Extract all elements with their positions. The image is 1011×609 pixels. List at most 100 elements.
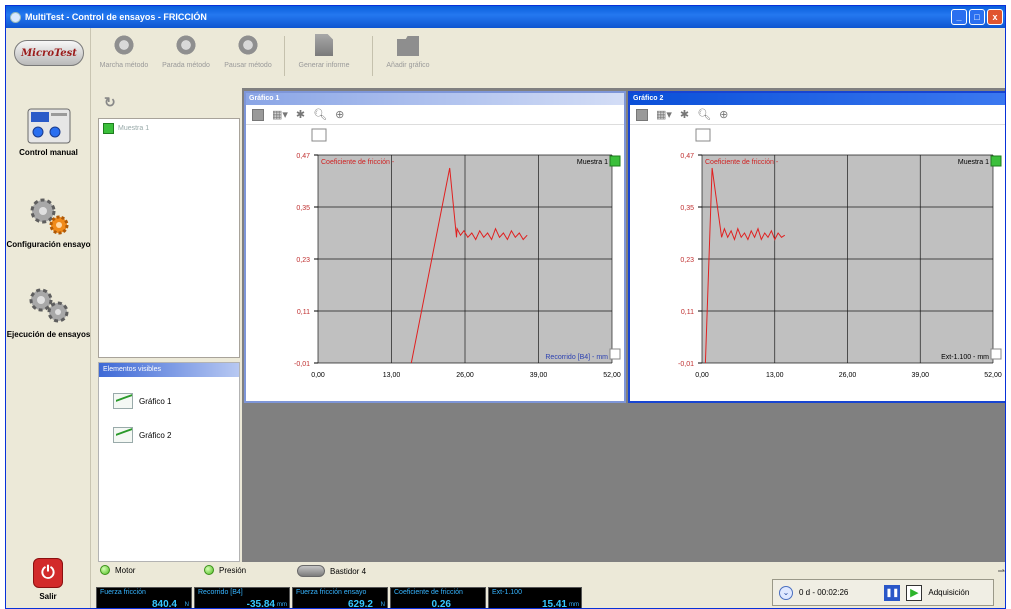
add-chart-button[interactable]: Añadir gráfico <box>380 34 436 69</box>
refresh-icon[interactable]: ↻ <box>104 94 116 110</box>
zoom-in-icon[interactable]: ⊕ <box>335 109 345 121</box>
axis-icon <box>990 348 1002 360</box>
main-toolbar: Marcha método Parada método Pausar métod… <box>92 28 1005 86</box>
legend-entry: Muestra 1 <box>577 159 608 166</box>
square-icon[interactable] <box>252 108 264 121</box>
gear-icon <box>175 34 197 56</box>
x-tick-label: 52,00 <box>984 372 1002 379</box>
grid-icon[interactable]: ▦▾ <box>272 109 288 121</box>
y-tick-label: 0,35 <box>680 205 694 212</box>
power-icon: ⏻ <box>33 558 63 588</box>
y-tick-label: -0,01 <box>294 361 310 368</box>
chart-icon <box>113 393 133 409</box>
minimize-button[interactable]: _ <box>951 9 967 25</box>
x-axis-label: Recorrido [B4] - mm <box>545 354 608 361</box>
x-tick-label: 39,00 <box>911 372 929 379</box>
zoom-in-icon[interactable]: ⊕ <box>719 109 729 121</box>
sample-color-swatch <box>103 123 114 134</box>
pin-icon[interactable]: ⇀ <box>997 566 1005 576</box>
exit-label: Salir <box>39 592 57 601</box>
maximize-button[interactable]: □ <box>969 9 985 25</box>
y-tick-label: 0,23 <box>296 257 310 264</box>
frame-label: Bastidor 4 <box>330 566 367 576</box>
chart-title: Coeficiente de fricción - <box>321 159 395 166</box>
chevron-down-icon[interactable]: ⌄ <box>779 585 793 600</box>
visible-item-label: Gráfico 1 <box>139 396 172 406</box>
series-line <box>704 167 786 364</box>
square-icon[interactable] <box>636 108 648 121</box>
start-method-button[interactable]: Marcha método <box>96 34 152 69</box>
acquisition-timer: ⌄ 0 d - 00:02:26 ❚❚ ▶ Adquisición <box>772 579 994 606</box>
stop-method-label: Parada método <box>162 62 210 69</box>
chart-window-1[interactable]: Gráfico 1 ▦▾ ✱ 🔍︎ ⊕ 0,00 13,00 26,00 39,00 5… <box>244 91 626 403</box>
pause-icon[interactable]: ❚❚ <box>884 584 901 601</box>
title-bar: MultiTest - Control de ensayos - FRICCIÓ… <box>6 6 1005 28</box>
pause-method-label: Pausar método <box>224 62 272 69</box>
zoom-icon[interactable]: 🔍︎ <box>697 109 712 121</box>
chart-icon <box>113 427 133 443</box>
x-tick-label: 0,00 <box>311 372 325 379</box>
pressure-indicator: Presión <box>204 565 246 575</box>
readout-extensometer: Ext-1.100 15.41 mm <box>488 587 582 608</box>
exit-button[interactable]: ⏻ Salir <box>30 558 66 601</box>
zoom-icon[interactable]: 🔍︎ <box>313 109 328 121</box>
x-tick-label: 0,00 <box>695 372 709 379</box>
x-tick-label: 13,00 <box>383 372 401 379</box>
chart-plot-2[interactable]: 0,00 13,00 26,00 39,00 52,00 0,47 0,35 0,23 0,11… <box>630 125 1005 401</box>
sample-list: Muestra 1 <box>98 118 240 358</box>
readout-test-friction-force: Fuerza fricción ensayo 629.2 N <box>292 587 388 608</box>
left-nav: MicroTest Control manual Configuración e… <box>6 28 91 608</box>
legend-swatch <box>990 155 1002 167</box>
chart-toolbar: ▦▾ ✱ 🔍︎ ⊕ <box>630 105 1005 125</box>
chart-workspace: Gráfico 1 ▦▾ ✱ 🔍︎ ⊕ 0,00 13,00 26,00 39,00 5… <box>242 88 1005 562</box>
y-tick-label: 0,11 <box>297 309 310 316</box>
report-icon <box>315 34 333 56</box>
frame-selector[interactable]: Bastidor 4 <box>297 565 366 577</box>
app-icon <box>10 11 21 23</box>
visible-item-label: Gráfico 2 <box>139 430 172 440</box>
window-title: MultiTest - Control de ensayos - FRICCIÓ… <box>25 12 207 22</box>
x-axis-label: Ext-1.100 - mm <box>941 354 989 361</box>
nav-manual-label: Control manual <box>19 148 78 157</box>
chart-window-title: Gráfico 1 <box>246 93 624 105</box>
samples-panel: ↻ Muestra 1 <box>98 88 240 360</box>
nav-run-label: Ejecución de ensayos <box>6 330 91 339</box>
chart-window-title: Gráfico 2 <box>630 93 1005 105</box>
x-tick-label: 26,00 <box>839 372 857 379</box>
readout-friction-coefficient: Coeficiente de fricción 0.26 <box>390 587 486 608</box>
pause-method-button[interactable]: Pausar método <box>220 34 276 69</box>
chart-title: Coeficiente de fricción - <box>705 159 779 166</box>
pressure-label: Presión <box>219 565 247 575</box>
generate-report-button[interactable]: Generar informe <box>292 34 356 69</box>
visible-item-chart-1[interactable]: Gráfico 1 <box>113 393 171 409</box>
y-tick-label: 0,35 <box>296 205 310 212</box>
gears-run-icon <box>29 288 68 323</box>
play-icon[interactable]: ▶ <box>906 584 923 601</box>
nav-run-tests[interactable]: Ejecución de ensayos <box>6 286 91 339</box>
add-chart-icon <box>397 36 419 56</box>
nav-manual-control[interactable]: Control manual <box>6 108 91 157</box>
motor-indicator: Motor <box>100 565 135 575</box>
elapsed-time: 0 d - 00:02:26 <box>799 588 849 597</box>
pin-icon[interactable]: ✱ <box>679 109 690 121</box>
series-line <box>410 167 528 364</box>
visible-item-chart-2[interactable]: Gráfico 2 <box>113 427 171 443</box>
frame-toggle-icon[interactable] <box>297 565 325 577</box>
close-button[interactable]: x <box>987 9 1003 25</box>
nav-test-config[interactable]: Configuración ensayo <box>6 196 91 249</box>
legend-swatch <box>609 155 621 167</box>
control-panel-icon <box>27 108 70 144</box>
axis-icon <box>609 348 621 360</box>
pin-icon[interactable]: ✱ <box>295 109 306 121</box>
list-item[interactable]: Muestra 1 <box>103 123 149 134</box>
status-bar: Motor Presión Bastidor 4 Fuerza fricción… <box>92 562 1005 608</box>
readout-friction-force: Fuerza fricción 840.4 N <box>96 587 192 608</box>
stop-method-button[interactable]: Parada método <box>158 34 214 69</box>
motor-label: Motor <box>115 565 136 575</box>
y-tick-label: 0,47 <box>296 153 310 160</box>
chart-window-2[interactable]: Gráfico 2 ▦▾ ✱ 🔍︎ ⊕ 0,00 13,00 26,00 39,00 5… <box>628 91 1005 403</box>
chart-plot-1[interactable]: 0,00 13,00 26,00 39,00 52,00 0,47 0,35 0,23 0,11… <box>246 125 624 401</box>
grid-icon[interactable]: ▦▾ <box>656 109 672 121</box>
app-window: MultiTest - Control de ensayos - FRICCIÓ… <box>5 5 1006 609</box>
gear-icon <box>113 34 135 56</box>
